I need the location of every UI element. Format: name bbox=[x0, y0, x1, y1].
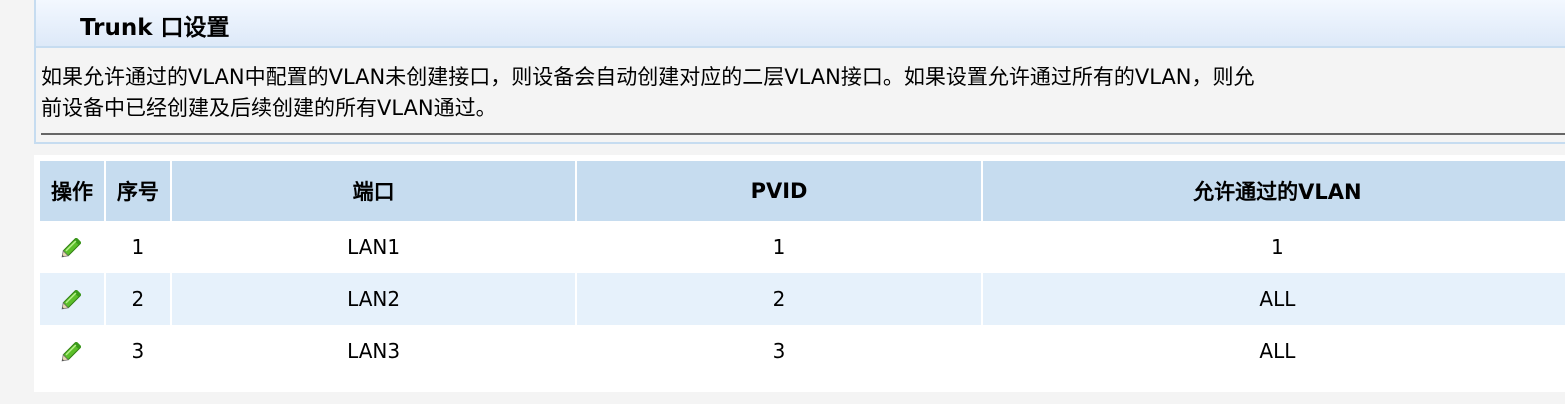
allowed-vlan-cell: 1 bbox=[1271, 235, 1284, 259]
index-cell: 1 bbox=[131, 235, 145, 259]
header-port: 端口 bbox=[171, 161, 576, 221]
allowed-vlan-cell: ALL bbox=[1259, 339, 1296, 363]
description: 如果允许通过的VLAN中配置的VLAN未创建接口，则设备会自动创建对应的二层VL… bbox=[41, 62, 1565, 124]
description-line-1: 如果允许通过的VLAN中配置的VLAN未创建接口，则设备会自动创建对应的二层VL… bbox=[41, 65, 1255, 89]
header-action: 操作 bbox=[40, 161, 104, 221]
table-header-row: 操作 序号 端口 PVID 允许通过的VLAN bbox=[40, 161, 1565, 221]
pvid-cell: 2 bbox=[577, 273, 981, 325]
table-row: 3 LAN3 3 ALL bbox=[40, 325, 1565, 377]
edit-pencil-icon[interactable] bbox=[57, 234, 87, 258]
description-line-2: 前设备中已经创建及后续创建的所有VLAN通过。 bbox=[41, 96, 497, 120]
action-cell bbox=[40, 273, 104, 325]
panel-header bbox=[36, 0, 1565, 48]
port-cell: LAN3 bbox=[347, 339, 401, 363]
pvid-cell: 3 bbox=[772, 339, 786, 363]
allowed-vlan-cell: ALL bbox=[982, 273, 1565, 325]
trunk-table: 操作 序号 端口 PVID 允许通过的VLAN 1 LAN1 1 1 2 LAN2 2 ALL… bbox=[38, 161, 1565, 377]
header-index: 序号 bbox=[105, 161, 170, 221]
trunk-settings-panel: Trunk 口设置 如果允许通过的VLAN中配置的VLAN未创建接口，则设备会自… bbox=[34, 0, 1565, 144]
edit-pencil-icon[interactable] bbox=[57, 286, 87, 310]
table-row: 2 LAN2 2 ALL bbox=[40, 273, 1565, 325]
port-cell: LAN1 bbox=[347, 235, 401, 259]
index-cell: 3 bbox=[131, 339, 145, 363]
pvid-cell: 1 bbox=[772, 235, 786, 259]
header-pvid: PVID bbox=[577, 161, 981, 221]
action-cell bbox=[40, 221, 104, 273]
trunk-table-container: 操作 序号 端口 PVID 允许通过的VLAN 1 LAN1 1 1 2 LAN2 2 ALL… bbox=[34, 155, 1565, 392]
table-row: 1 LAN1 1 1 bbox=[40, 221, 1565, 273]
port-cell: LAN2 bbox=[171, 273, 576, 325]
divider bbox=[41, 133, 1565, 135]
header-allowed-vlan: 允许通过的VLAN bbox=[982, 161, 1565, 221]
action-cell bbox=[40, 325, 104, 377]
panel-title: Trunk 口设置 bbox=[80, 15, 230, 41]
index-cell: 2 bbox=[105, 273, 170, 325]
edit-pencil-icon[interactable] bbox=[57, 338, 87, 362]
